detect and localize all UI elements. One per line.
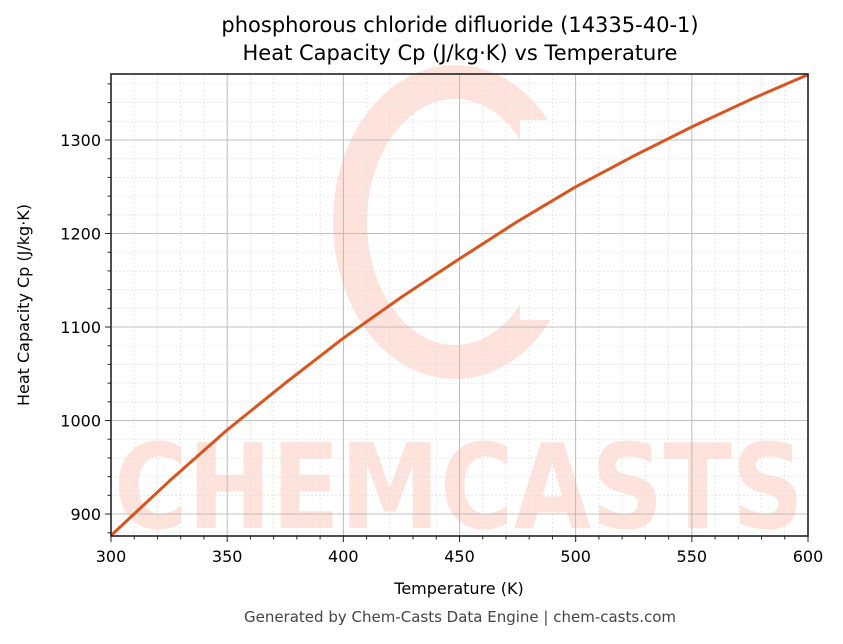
svg-text:500: 500	[560, 547, 591, 566]
svg-text:550: 550	[677, 547, 708, 566]
series-line	[109, 73, 809, 537]
svg-text:1000: 1000	[60, 412, 101, 431]
svg-text:300: 300	[96, 547, 127, 566]
svg-text:900: 900	[70, 505, 101, 524]
y-axis-label: Heat Capacity Cp (J/kg·K)	[14, 204, 33, 406]
chart-title: phosphorous chloride difluoride (14335-4…	[221, 13, 699, 37]
svg-text:600: 600	[793, 547, 824, 566]
footer-credit: Generated by Chem-Casts Data Engine | ch…	[243, 608, 677, 626]
svg-text:350: 350	[212, 547, 243, 566]
svg-text:1300: 1300	[60, 131, 101, 150]
chart-subtitle: Heat Capacity Cp (J/kg·K) vs Temperature	[242, 41, 678, 65]
y-axis-ticks: 900 1000 1100 1200 1300	[60, 83, 111, 534]
svg-text:1100: 1100	[60, 318, 101, 337]
svg-text:400: 400	[328, 547, 359, 566]
x-axis-ticks: 300 350 400 450 500 550 600	[96, 536, 824, 566]
svg-text:450: 450	[444, 547, 475, 566]
watermark-logo: CHEMCASTS	[114, 65, 804, 556]
x-axis-label: Temperature (K)	[393, 579, 523, 598]
svg-text:1200: 1200	[60, 225, 101, 244]
